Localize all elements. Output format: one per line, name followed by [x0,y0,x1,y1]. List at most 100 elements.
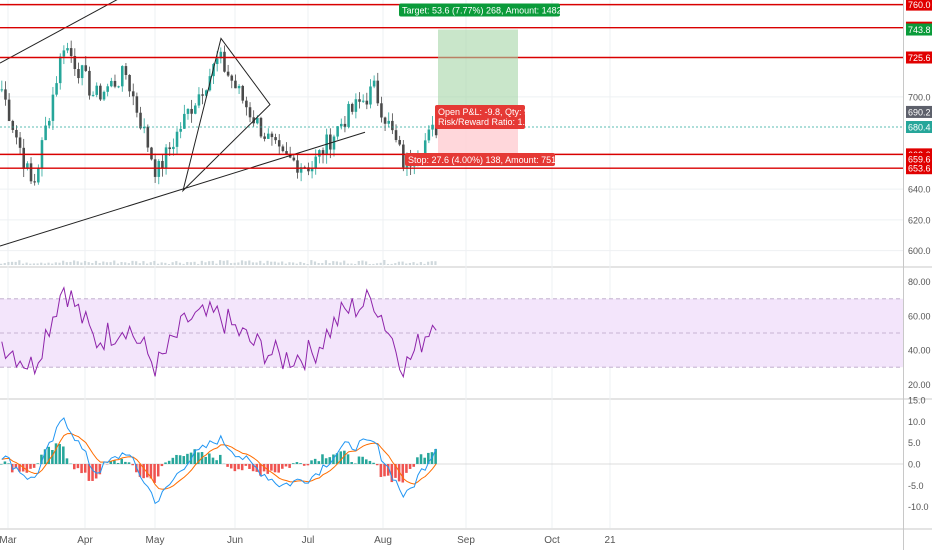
macd-pane[interactable] [0,417,903,505]
macd-histogram-bar [18,464,21,472]
volume-bar [408,262,411,265]
volume-bar [167,263,171,265]
macd-tick-label: 5.0 [908,438,921,448]
macd-histogram-bar [80,464,83,474]
candle-body [361,100,365,102]
candle-body [110,80,113,87]
candle-body [183,113,186,129]
candle-body [51,94,55,121]
macd-histogram-bar [237,464,240,470]
macd-histogram-bar [175,454,178,464]
volume-bar [14,261,17,265]
candle-body [219,51,223,59]
level-tag-label: 725.6 [908,53,931,63]
volume-bar [178,262,182,265]
macd-histogram-bar [149,464,153,479]
volume-bar [317,263,320,265]
volume-bar [299,261,302,265]
macd-histogram-bar [91,464,94,481]
macd-histogram-bar [372,462,375,464]
macd-histogram-bar [153,464,156,483]
volume-bar [321,263,324,265]
level-tag-label: 653.6 [908,164,931,174]
macd-histogram-bar [7,463,10,464]
volume-bar [197,263,200,265]
volume-bar [135,261,138,265]
candle-body [245,100,248,108]
macd-histogram-bar [138,464,142,477]
macd-signal-line [1,432,437,490]
volume-bar [248,260,251,265]
volume-bar [394,263,397,265]
x-axis-label: Aug [374,535,392,546]
macd-histogram-bar [270,464,273,471]
rsi-line [1,286,437,379]
volume-bar [131,260,134,265]
candle-body [190,108,193,114]
volume-bar [233,262,236,265]
candle-body [69,48,73,56]
macd-histogram-bar [40,454,43,464]
volume-bar [73,260,76,265]
pnl-label-text: Risk/Reward Ratio: 1.94 [438,117,535,127]
overlays: Target: 53.6 (7.77%) 268, Amount: 1482.4… [399,3,569,166]
candle-body [91,94,95,96]
level-tag [906,0,932,11]
candle-body [347,103,350,127]
macd-histogram-bar [292,463,295,464]
volume-bar [189,262,192,265]
macd-histogram-bar [109,460,113,464]
macd-histogram-bar [412,464,416,467]
volume-bar [259,260,262,265]
volume-bar [416,263,419,265]
volume-bar [215,263,218,265]
macd-histogram-bar [219,454,222,464]
macd-histogram-bar [306,464,310,466]
macd-histogram-bar [343,450,346,464]
macd-histogram-bar [83,464,87,473]
macd-histogram-bar [51,450,54,464]
candle-body [128,74,131,92]
macd-histogram-bar [281,464,284,469]
macd-histogram-bar [284,464,288,467]
volume-bar [80,262,83,265]
macd-histogram-bar [335,453,339,464]
volume-bar [10,261,14,265]
macd-histogram-bar [226,464,229,467]
candle-body [223,51,226,72]
macd-histogram-bar [0,464,3,465]
volume-bar [270,261,273,265]
candle-body [7,99,11,121]
trendline-support [0,131,366,247]
volume-bar [229,263,233,265]
x-axis-label: Sep [457,535,475,546]
macd-histogram-bar [156,464,160,477]
candle-body [270,133,274,138]
macd-histogram-bar [167,460,171,464]
macd-histogram-bar [394,464,397,478]
macd-histogram-bar [32,464,36,468]
macd-histogram-bar [25,464,29,473]
volume-bar [277,262,280,265]
macd-histogram-bar [58,444,61,464]
stop-label-text: Stop: 27.6 (4.00%) 138, Amount: 751.6 [408,155,564,165]
candle-body [241,85,245,101]
candle-body [372,80,376,87]
price-pane[interactable] [0,0,903,265]
macd-histogram-bar [14,464,18,469]
volume-bar [251,262,255,265]
rsi-pane[interactable] [0,286,903,379]
candle-body [343,123,347,127]
macd-histogram-bar [324,458,328,464]
price-tag [906,23,932,36]
candle-body [18,137,22,148]
volume-bar [222,260,225,265]
macd-histogram-bar [434,448,437,464]
macd-histogram-bar [146,464,149,478]
volume-bar [142,261,145,265]
volume-bar [339,262,342,265]
macd-histogram-bar [401,464,405,483]
volume-bar [390,263,393,265]
